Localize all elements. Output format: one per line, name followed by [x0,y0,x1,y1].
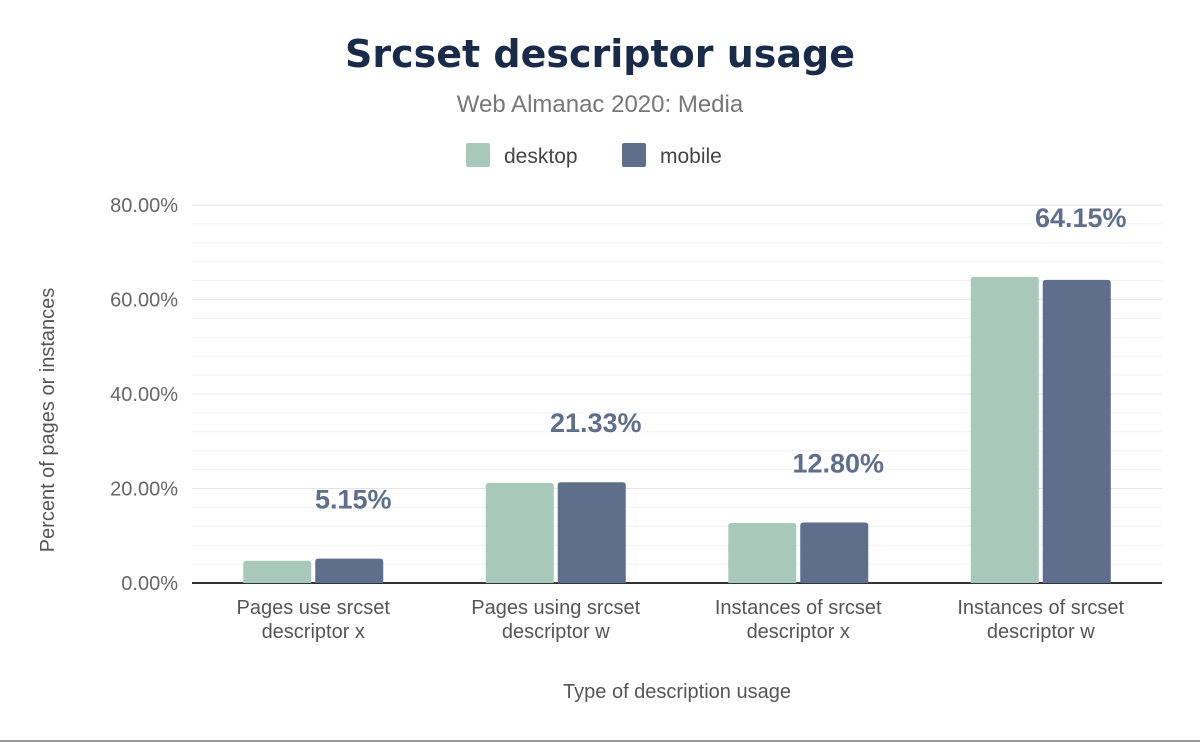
bar-mobile[interactable] [1042,279,1111,583]
y-tick-label: 20.00% [110,479,178,501]
x-tick-label: descriptor w [987,621,1095,643]
grid: 0.00% 20.00% 40.00% 60.00% 80.00% [110,195,1162,595]
data-label: 5.15% [315,485,392,515]
y-tick-label: 0.00% [121,573,178,595]
bar-desktop[interactable] [728,522,797,583]
bars: 5.15% 21.33% 12.80% 64.15% [243,203,1127,583]
data-label: 21.33% [550,408,642,438]
legend-swatch-desktop [466,143,490,167]
bar-desktop[interactable] [243,560,312,583]
legend: desktop mobile [466,143,722,168]
y-tick-label: 80.00% [110,195,178,217]
divider [0,740,1200,742]
bar-desktop[interactable] [485,482,554,583]
bar-mobile[interactable] [315,558,384,583]
data-label: 64.15% [1035,203,1127,233]
y-tick-label: 60.00% [110,290,178,312]
chart-subtitle: Web Almanac 2020: Media [457,91,744,118]
x-axis-label: Type of description usage [563,681,791,703]
x-tick-label: Pages use srcset [237,597,391,619]
x-tick-label: descriptor x [747,621,850,643]
legend-label-desktop[interactable]: desktop [504,145,578,168]
x-tick-label: Instances of srcset [957,597,1124,619]
bar-desktop[interactable] [970,276,1039,583]
bar-mobile[interactable] [800,522,869,583]
legend-swatch-mobile [622,143,646,167]
x-tick-label: Pages using srcset [471,597,640,619]
y-axis-label: Percent of pages or instances [37,288,59,553]
legend-label-mobile[interactable]: mobile [660,145,722,168]
x-tick-label: descriptor w [502,621,610,643]
data-label: 12.80% [792,449,884,479]
x-tick-label: descriptor x [262,621,365,643]
x-tick-label: Instances of srcset [715,597,882,619]
bar-mobile[interactable] [557,482,626,583]
chart-title: Srcset descriptor usage [345,32,855,76]
y-tick-label: 40.00% [110,384,178,406]
